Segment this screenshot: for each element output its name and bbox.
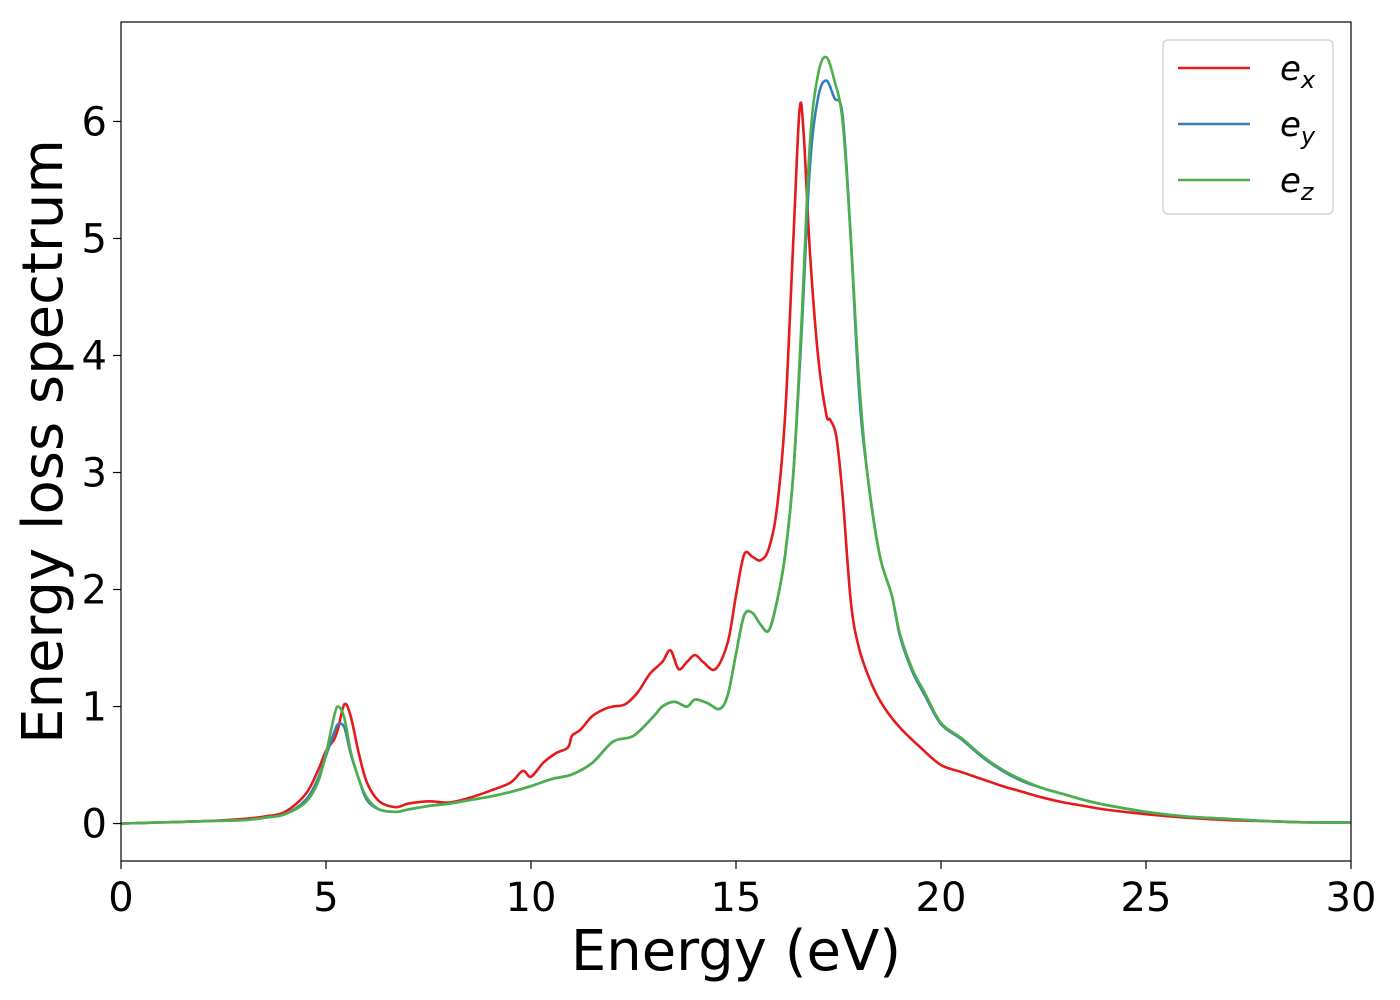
y-tick-label: 3	[82, 451, 107, 497]
legend-label-ex: ex	[1280, 49, 1316, 94]
y-axis-ticks: 0 1 2 3 4 5 6	[82, 99, 121, 848]
y-tick-label: 2	[82, 568, 107, 614]
series-line-ex	[120, 101, 1352, 825]
y-axis-label: Energy loss spectrum	[11, 139, 76, 744]
x-tick-label: 5	[313, 875, 338, 921]
y-tick-label: 0	[82, 802, 107, 848]
y-tick-label: 5	[82, 216, 107, 262]
x-axis-ticks: 0 5 10 15 20 25 30	[108, 861, 1376, 921]
y-tick-label: 6	[82, 99, 107, 145]
series-line-ez	[120, 55, 1352, 825]
x-tick-label: 20	[916, 875, 967, 921]
x-axis-label: Energy (eV)	[571, 919, 901, 984]
x-tick-label: 30	[1326, 875, 1377, 921]
y-tick-label: 1	[82, 685, 107, 731]
legend-label-ey: ey	[1280, 105, 1316, 150]
legend-label-ez: ez	[1280, 161, 1315, 206]
x-tick-label: 15	[711, 875, 762, 921]
x-tick-label: 25	[1121, 875, 1172, 921]
legend: ex ey ez	[1162, 39, 1334, 215]
y-tick-label: 4	[82, 333, 107, 379]
legend-box	[1162, 39, 1334, 215]
series-layer	[120, 55, 1352, 825]
x-tick-label: 10	[506, 875, 557, 921]
x-tick-label: 0	[108, 875, 133, 921]
